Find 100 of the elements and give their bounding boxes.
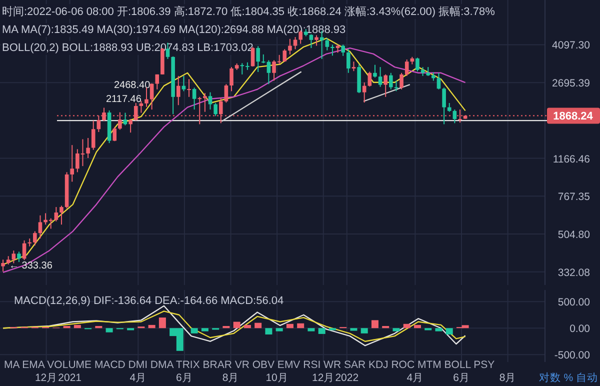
x-tick-label: 12月 xyxy=(312,372,335,384)
candlestick xyxy=(373,64,377,78)
y-tick-label: -500.00 xyxy=(554,350,590,362)
candlestick xyxy=(224,84,228,104)
candlestick xyxy=(134,102,138,122)
x-tick-label: 8月 xyxy=(499,372,516,384)
bar xyxy=(254,322,262,328)
candlestick xyxy=(293,36,298,50)
y-tick-label: 4097.30 xyxy=(552,40,590,52)
x-tick-label: 12月 xyxy=(34,372,58,384)
candlestick xyxy=(416,57,420,72)
bar xyxy=(392,328,400,332)
y-tick-label: 332.08 xyxy=(558,266,590,279)
candlestick xyxy=(325,38,330,51)
candlestick xyxy=(240,62,244,75)
candlestick xyxy=(192,87,196,110)
y-tick-label: 504.80 xyxy=(558,228,590,241)
candlestick xyxy=(139,100,144,114)
candlestick xyxy=(352,61,356,72)
candlestick xyxy=(208,92,212,110)
annotation: 2117.46 xyxy=(106,94,142,105)
candlestick xyxy=(150,82,154,110)
bar xyxy=(286,324,294,328)
candlestick xyxy=(309,34,314,49)
ref-line-label: 1868.24 xyxy=(553,110,594,123)
candlestick xyxy=(155,74,160,90)
candlestick xyxy=(256,46,260,72)
x-tick-label: 6月 xyxy=(176,372,193,384)
candlestick xyxy=(384,74,388,98)
candlestick xyxy=(33,230,37,246)
y-tick-label: 767.35 xyxy=(558,191,590,204)
candlestick xyxy=(60,205,64,226)
candlestick xyxy=(230,66,234,92)
bar xyxy=(106,328,113,332)
bar xyxy=(265,328,272,334)
x-tick-label: 2021 xyxy=(58,372,82,384)
x-tick-label: 10月 xyxy=(266,372,288,384)
line-series xyxy=(2,310,466,342)
candlestick xyxy=(182,75,186,92)
candlestick xyxy=(112,126,117,142)
candlestick xyxy=(214,102,218,117)
candlestick xyxy=(378,66,382,88)
y-tick-label: 500.00 xyxy=(558,296,590,309)
bar xyxy=(148,324,156,328)
candlestick xyxy=(314,34,318,46)
bar xyxy=(350,328,358,331)
y-tick-label: 2695.39 xyxy=(552,78,590,90)
x-tick-label: 4月 xyxy=(406,372,424,384)
candlestick xyxy=(96,115,101,132)
candlestick xyxy=(203,92,207,112)
candlestick xyxy=(362,82,366,104)
bar xyxy=(318,328,326,334)
bar xyxy=(371,320,378,328)
y-tick-label: 1166.46 xyxy=(552,153,590,166)
candlestick xyxy=(17,251,21,263)
candlestick xyxy=(218,97,223,124)
x-tick-label: 8月 xyxy=(222,372,240,384)
candlestick xyxy=(1,259,5,272)
candlestick xyxy=(368,71,372,88)
bar xyxy=(233,322,240,328)
annotation: 2468.40 xyxy=(114,80,151,91)
bar xyxy=(201,328,208,332)
candlestick xyxy=(288,38,292,55)
candlestick xyxy=(442,87,446,125)
candlestick xyxy=(330,44,334,56)
bar xyxy=(297,323,304,328)
bar xyxy=(74,324,81,328)
candlestick xyxy=(102,107,106,122)
candlestick xyxy=(91,120,96,150)
candlestick xyxy=(176,75,180,106)
candlestick xyxy=(28,238,32,247)
bar xyxy=(435,328,442,332)
candlestick xyxy=(282,48,287,62)
candlestick xyxy=(118,112,122,130)
y-tick-label: 0.00 xyxy=(570,323,590,336)
bar xyxy=(403,324,410,328)
candlestick xyxy=(341,44,345,56)
annotation: ← 333.36 xyxy=(9,260,53,272)
candlestick xyxy=(144,87,148,108)
candlestick xyxy=(12,250,16,264)
candlestick xyxy=(404,58,409,76)
annotation: MA EMA VOLUME MACD DMI DMA TRIX BRAR VR OBV EMV RSI WR SAR KDJ ROC MTM BOLL PSY xyxy=(4,359,495,371)
candlestick xyxy=(198,96,202,125)
x-tick-label: 2022 xyxy=(335,372,359,384)
bar xyxy=(158,318,166,328)
candlestick xyxy=(346,48,350,74)
candlestick xyxy=(400,72,404,90)
candlestick xyxy=(452,109,457,124)
candlestick xyxy=(389,72,393,90)
annotation: 时间:2022-06-06 08:00 开:1806.39 高:1872.70 低:1804.35 收:1868.24 涨幅:3.43%(62.00) 振幅:3.78% xyxy=(2,5,496,18)
candlestick xyxy=(394,80,398,92)
bar xyxy=(244,324,251,328)
candlestick xyxy=(187,78,191,98)
x-tick-label: 6月 xyxy=(453,372,470,384)
candlestick xyxy=(54,206,58,222)
bar xyxy=(276,328,283,332)
candlestick xyxy=(38,214,42,240)
bar xyxy=(308,328,315,332)
candlestick xyxy=(86,137,90,158)
candlestick xyxy=(436,72,441,90)
